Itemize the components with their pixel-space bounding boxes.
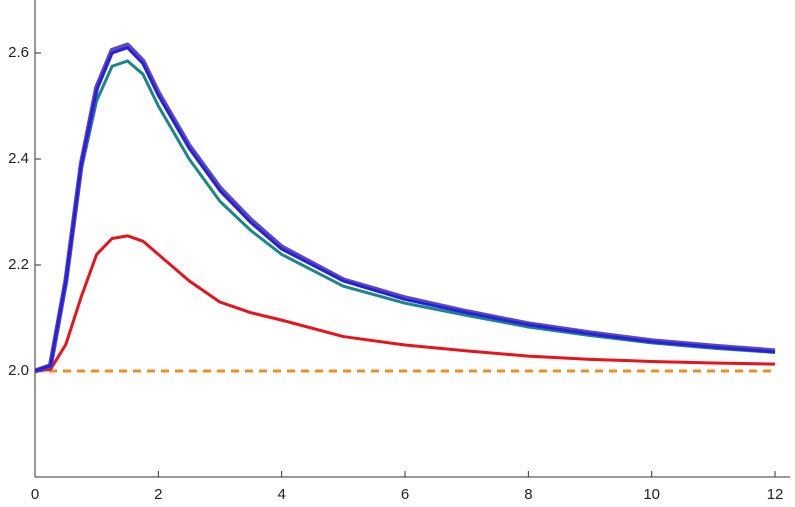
- x-tick-label: 2: [154, 486, 162, 503]
- x-tick-label: 4: [278, 486, 286, 503]
- series-line: [34, 42, 776, 374]
- y-tick-label: 2.4: [8, 150, 29, 167]
- y-tick-label: 2.2: [8, 256, 29, 273]
- series-line: [34, 234, 776, 373]
- series-line: [34, 46, 776, 373]
- series-line: [34, 59, 776, 373]
- y-tick-label: 2.6: [8, 44, 29, 61]
- x-tick-label: 8: [524, 486, 532, 503]
- x-tick-label: 10: [643, 486, 660, 503]
- x-tick-label: 12: [767, 486, 784, 503]
- x-tick-label: 6: [401, 486, 409, 503]
- x-tick-label: 0: [31, 486, 39, 503]
- y-tick-label: 2.0: [8, 362, 29, 379]
